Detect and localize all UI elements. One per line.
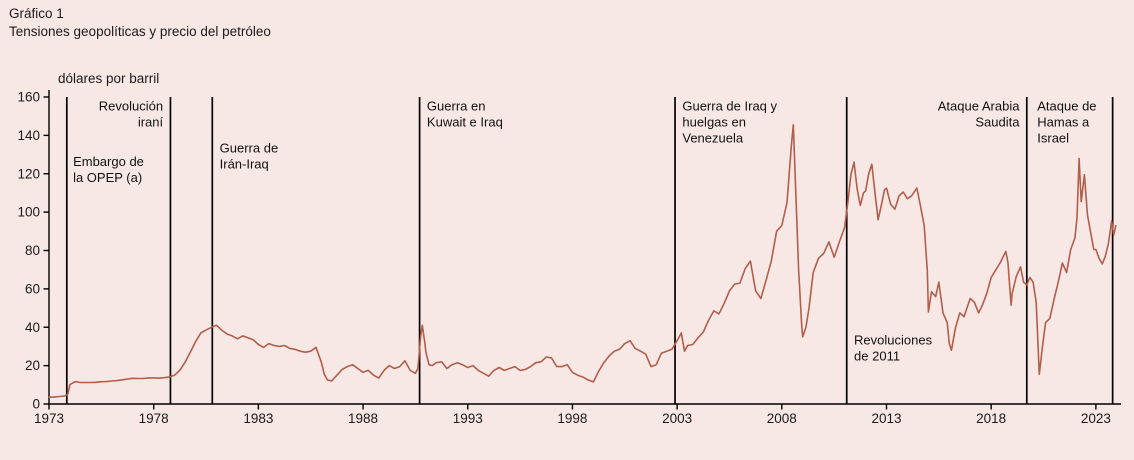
- x-tick-label: 1988: [348, 411, 378, 426]
- x-tick-label: 2018: [976, 411, 1006, 426]
- event-label: Revoluciones: [854, 333, 933, 348]
- event-label: Venezuela: [682, 130, 743, 145]
- x-tick-label: 2013: [871, 411, 901, 426]
- x-tick-label: 1998: [557, 411, 587, 426]
- x-tick-label: 1978: [139, 411, 169, 426]
- x-tick-label: 2003: [662, 411, 692, 426]
- event-label: Guerra de: [220, 141, 279, 156]
- event-label: Hamas a: [1037, 114, 1090, 129]
- y-tick-label: 140: [17, 128, 40, 143]
- y-tick-label: 100: [17, 205, 40, 220]
- event-label: Ataque Arabia: [938, 98, 1020, 113]
- x-tick-label: 1993: [453, 411, 483, 426]
- event-label: Israel: [1037, 130, 1069, 145]
- price-line: [48, 124, 1117, 398]
- event-label: Revolución: [99, 98, 163, 113]
- event-label: iraní: [138, 114, 164, 129]
- event-label: de 2011: [854, 349, 900, 364]
- event-label: Kuwait e Iraq: [427, 114, 503, 129]
- y-tick-label: 20: [25, 358, 40, 373]
- y-tick-label: 60: [25, 281, 40, 296]
- y-axis-title: dólares por barril: [58, 71, 160, 86]
- event-label: Irán-Iraq: [220, 157, 269, 172]
- event-label: Guerra en: [427, 98, 486, 113]
- event-label: Embargo de: [73, 154, 144, 169]
- x-tick-label: 2008: [767, 411, 797, 426]
- x-tick-label: 1983: [243, 411, 273, 426]
- chart-title: Tensiones geopolíticas y precio del petr…: [9, 24, 271, 39]
- event-label: Ataque de: [1037, 98, 1096, 113]
- event-label: Saudita: [975, 114, 1020, 129]
- chart-number: Gráfico 1: [9, 6, 64, 21]
- y-tick-label: 40: [25, 320, 40, 335]
- event-label: huelgas en: [682, 114, 746, 129]
- y-tick-label: 0: [32, 397, 40, 412]
- y-tick-label: 80: [25, 243, 40, 258]
- x-tick-label: 2023: [1081, 411, 1111, 426]
- x-tick-label: 1973: [34, 411, 64, 426]
- y-tick-label: 120: [17, 166, 40, 181]
- y-tick-label: 160: [17, 90, 40, 105]
- event-label: Guerra de Iraq y: [682, 98, 777, 113]
- event-label: la OPEP (a): [73, 170, 142, 185]
